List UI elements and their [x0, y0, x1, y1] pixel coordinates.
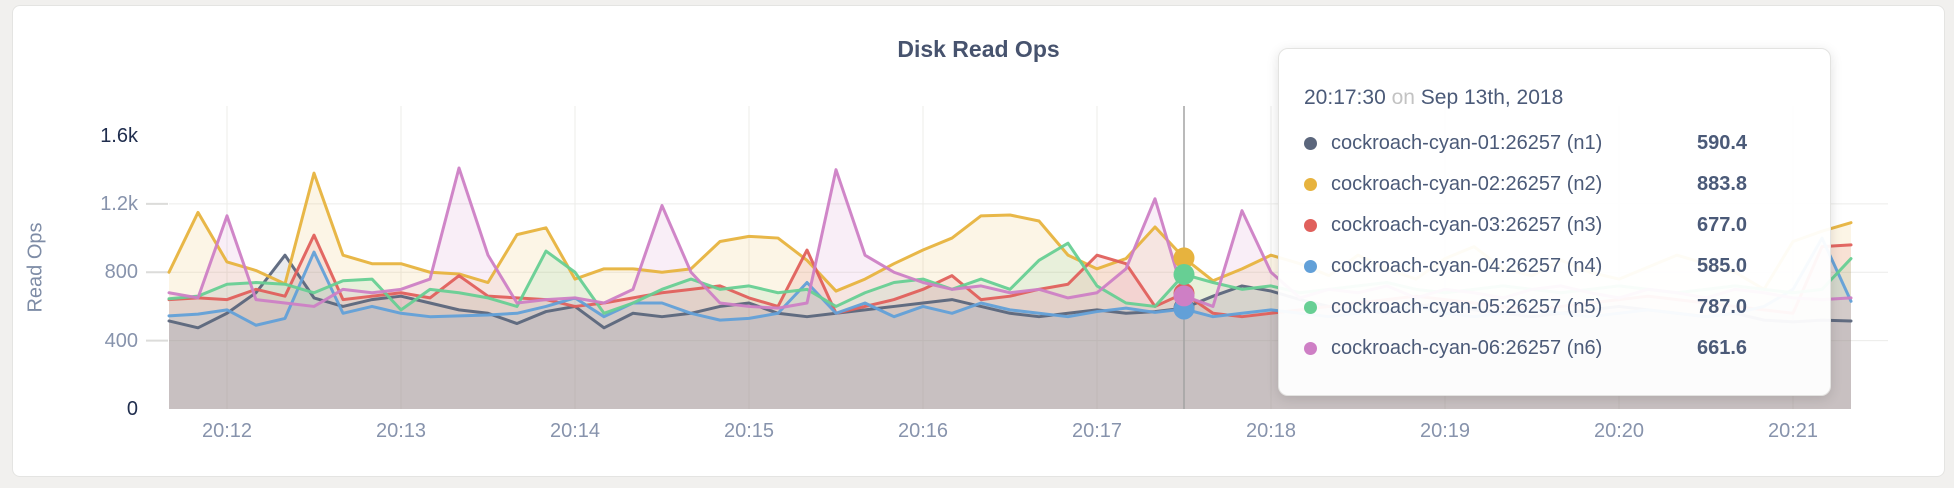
tooltip-series-row: cockroach-cyan-01:26257 (n1) 590.4 [1304, 123, 1806, 164]
tooltip-heading: 20:17:30 on Sep 13th, 2018 [1304, 85, 1806, 111]
y-tick-label: 800 [104, 261, 138, 284]
series-name: cockroach-cyan-05:26257 (n5) [1331, 296, 1603, 318]
series-color-dot-icon [1304, 260, 1317, 273]
series-color-dot-icon [1304, 301, 1317, 314]
y-tick-label: 1.2k [100, 192, 138, 215]
series-value: 590.4 [1697, 132, 1748, 154]
tooltip-series-row: cockroach-cyan-05:26257 (n5) 787.0 [1304, 287, 1806, 328]
tooltip-series-row: cockroach-cyan-06:26257 (n6) 661.6 [1304, 328, 1806, 369]
series-value: 883.8 [1697, 173, 1748, 195]
tooltip-time: 20:17:30 [1304, 86, 1386, 109]
y-tick-label: 0 [126, 398, 138, 420]
x-tick-label: 20:17 [1071, 420, 1123, 442]
series-value: 661.6 [1697, 337, 1748, 359]
x-tick-label: 20:12 [201, 420, 253, 442]
series-name: cockroach-cyan-04:26257 (n4) [1331, 255, 1603, 277]
y-tick-label: 400 [104, 329, 138, 352]
tooltip-series-row: cockroach-cyan-04:26257 (n4) 585.0 [1304, 246, 1806, 287]
hover-dot-n2 [1173, 247, 1195, 269]
x-tick-label: 20:15 [723, 420, 775, 442]
tooltip-series-row: cockroach-cyan-02:26257 (n2) 883.8 [1304, 164, 1806, 205]
hover-dot-n5 [1173, 263, 1195, 285]
series-color-dot-icon [1304, 137, 1317, 150]
x-tick-label: 20:20 [1593, 420, 1645, 442]
tooltip-series-list: cockroach-cyan-01:26257 (n1) 590.4 cockroa… [1304, 123, 1806, 369]
x-tick-label: 20:21 [1767, 420, 1819, 442]
x-tick-label: 20:14 [549, 420, 601, 442]
series-name: cockroach-cyan-06:26257 (n6) [1331, 337, 1603, 359]
chart-card: Disk Read Ops Read Ops 20:17:30 on Sep 1… [12, 5, 1945, 477]
x-tick-label: 20:18 [1245, 420, 1297, 442]
series-value: 787.0 [1697, 296, 1748, 318]
x-tick-label: 20:16 [897, 420, 949, 442]
series-name: cockroach-cyan-01:26257 (n1) [1331, 132, 1603, 154]
series-color-dot-icon [1304, 178, 1317, 191]
series-color-dot-icon [1304, 219, 1317, 232]
series-name: cockroach-cyan-02:26257 (n2) [1331, 173, 1603, 195]
chart-title: Disk Read Ops [897, 36, 1060, 62]
hover-dot-n6 [1173, 285, 1195, 307]
tooltip-conjunction: on [1391, 86, 1415, 109]
y-tick-label: 1.6k [100, 124, 138, 147]
x-tick-label: 20:19 [1419, 420, 1471, 442]
tooltip-date: Sep 13th, 2018 [1420, 86, 1564, 109]
series-name: cockroach-cyan-03:26257 (n3) [1331, 214, 1603, 236]
chart-tooltip: 20:17:30 on Sep 13th, 2018 cockroach-cya… [1278, 48, 1831, 396]
x-tick-label: 20:13 [375, 420, 427, 442]
series-value: 677.0 [1697, 214, 1748, 236]
tooltip-series-row: cockroach-cyan-03:26257 (n3) 677.0 [1304, 205, 1806, 246]
series-color-dot-icon [1304, 342, 1317, 355]
series-value: 585.0 [1697, 255, 1748, 277]
